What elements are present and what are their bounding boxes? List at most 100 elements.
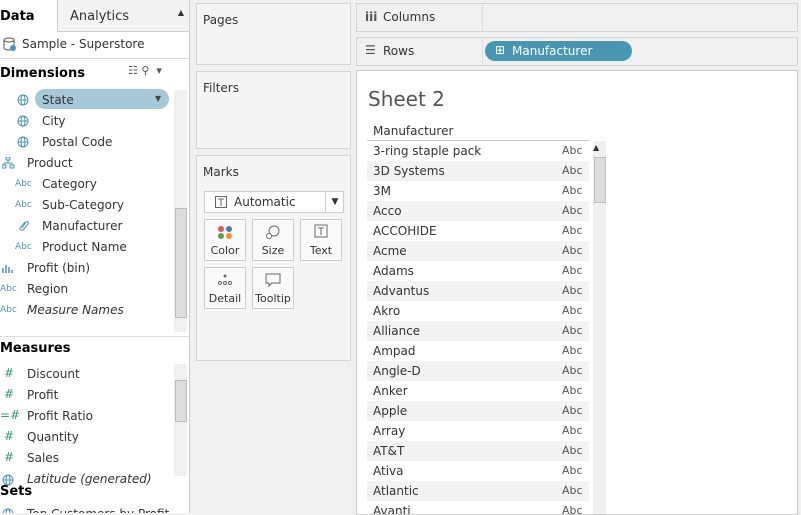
dimension-field[interactable]: City bbox=[0, 111, 172, 131]
shelf-icon: iii bbox=[365, 10, 378, 24]
rows-shelf[interactable]: ☰ Rows ⊞ Manufacturer bbox=[356, 37, 798, 66]
divider bbox=[0, 336, 189, 337]
tab-label: Data bbox=[0, 9, 35, 24]
dimension-field[interactable]: Product bbox=[0, 153, 172, 173]
column-header: Manufacturer bbox=[373, 124, 454, 138]
dimension-field[interactable]: Postal Code bbox=[0, 132, 172, 152]
dimension-field[interactable]: Abc Region bbox=[0, 279, 172, 299]
measure-field[interactable]: # Quantity bbox=[0, 427, 172, 447]
row-pill[interactable]: ⊞ Manufacturer bbox=[485, 41, 632, 61]
row-header: Advantus bbox=[373, 284, 430, 298]
field-label: Category bbox=[42, 177, 97, 191]
divider bbox=[482, 38, 483, 65]
mark-button[interactable]: Text bbox=[300, 219, 342, 261]
mark-button[interactable]: Size bbox=[252, 219, 294, 261]
scroll-thumb[interactable] bbox=[594, 157, 606, 203]
field-label: Profit (bin) bbox=[27, 261, 91, 275]
dimension-field[interactable]: Profit (bin) bbox=[0, 258, 172, 278]
row-header: ACCOHIDE bbox=[373, 224, 437, 238]
field-label: Discount bbox=[27, 367, 80, 381]
scroll-thumb[interactable] bbox=[175, 208, 187, 318]
field-icon bbox=[17, 115, 29, 127]
cell-text: Abc bbox=[562, 464, 583, 477]
scrollbar[interactable] bbox=[174, 364, 187, 476]
divider bbox=[0, 58, 189, 59]
datasource-icon bbox=[3, 37, 16, 51]
measure-field[interactable]: =# Profit Ratio bbox=[0, 406, 172, 426]
mark-button[interactable]: Tooltip bbox=[252, 267, 294, 309]
cell-text: Abc bbox=[562, 484, 583, 497]
field-icon bbox=[19, 221, 29, 231]
section-title: Dimensions bbox=[0, 66, 85, 81]
button-label: Size bbox=[261, 244, 285, 257]
field-icon bbox=[2, 508, 14, 513]
marks-card: Marks Automatic ▼ Color Size Text Detail Too… bbox=[196, 155, 351, 361]
table-row: Acco Abc bbox=[367, 201, 589, 221]
measure-field[interactable]: Latitude (generated) bbox=[0, 469, 172, 489]
row-header: Atlantic bbox=[373, 484, 419, 498]
shelf-title: Rows bbox=[383, 44, 415, 58]
field-label: Quantity bbox=[27, 430, 79, 444]
table-row: Anker Abc bbox=[367, 381, 589, 401]
header-rule bbox=[367, 140, 589, 141]
dimension-field[interactable]: Abc Category bbox=[0, 174, 172, 194]
table-row: Ativa Abc bbox=[367, 461, 589, 481]
dimension-field[interactable]: Abc Measure Names bbox=[0, 300, 172, 320]
row-header: Acco bbox=[373, 204, 402, 218]
scrollbar[interactable] bbox=[174, 90, 187, 332]
field-label: Measure Names bbox=[27, 303, 124, 317]
scrollbar[interactable]: ▲ bbox=[593, 141, 606, 514]
card-title: Pages bbox=[203, 13, 239, 27]
row-header: Angle-D bbox=[373, 364, 421, 378]
columns-shelf[interactable]: iii Columns bbox=[356, 3, 798, 32]
data-tab[interactable]: Data bbox=[0, 0, 57, 33]
row-header: Avanti bbox=[373, 504, 411, 515]
button-icon bbox=[266, 225, 280, 239]
pages-card[interactable]: Pages bbox=[196, 3, 351, 65]
card-title: Filters bbox=[203, 81, 239, 95]
field-icon: Abc bbox=[0, 284, 17, 294]
field-icon bbox=[17, 136, 29, 148]
field-label: Manufacturer bbox=[42, 219, 123, 233]
field-icon: Abc bbox=[0, 305, 17, 315]
table-row: 3M Abc bbox=[367, 181, 589, 201]
mark-button[interactable]: Detail bbox=[204, 267, 246, 309]
field-icon bbox=[2, 474, 14, 486]
dimension-field[interactable]: Manufacturer bbox=[0, 216, 172, 236]
cell-text: Abc bbox=[562, 244, 583, 257]
scroll-thumb[interactable] bbox=[175, 380, 187, 422]
view-icons[interactable]: ☷ ⚲ ▾ bbox=[128, 64, 162, 77]
shelf-icon: ☰ bbox=[365, 43, 376, 57]
mark-button[interactable]: Color bbox=[204, 219, 246, 261]
cell-text: Abc bbox=[562, 344, 583, 357]
filters-card[interactable]: Filters bbox=[196, 71, 351, 149]
dimension-field[interactable]: State ▼ bbox=[0, 89, 172, 110]
measure-field[interactable]: # Discount bbox=[0, 364, 172, 384]
field-label: Top Customers by Profit bbox=[27, 507, 169, 513]
field-label: Postal Code bbox=[42, 135, 113, 149]
measure-field[interactable]: # Profit bbox=[0, 385, 172, 405]
table-row: Avanti Abc bbox=[367, 501, 589, 515]
button-icon bbox=[218, 226, 232, 239]
section-title: Measures bbox=[0, 341, 71, 356]
dropdown-arrow: ▼ bbox=[325, 192, 344, 212]
measure-field[interactable]: # Sales bbox=[0, 448, 172, 468]
dimension-field[interactable]: Abc Sub-Category bbox=[0, 195, 172, 215]
cell-text: Abc bbox=[562, 284, 583, 297]
cell-text: Abc bbox=[562, 304, 583, 317]
cell-text: Abc bbox=[562, 204, 583, 217]
field-label: Region bbox=[27, 282, 69, 296]
button-label: Tooltip bbox=[255, 292, 291, 305]
scroll-up[interactable]: ▲ bbox=[593, 143, 600, 152]
field-label: Latitude (generated) bbox=[27, 472, 152, 486]
divider bbox=[482, 4, 483, 31]
text-icon bbox=[215, 196, 227, 208]
field-label: Sales bbox=[27, 451, 59, 465]
table-row: Atlantic Abc bbox=[367, 481, 589, 501]
dimension-field[interactable]: Abc Product Name bbox=[0, 237, 172, 257]
mark-type-dropdown[interactable]: Automatic ▼ bbox=[204, 191, 344, 213]
pill-label: Manufacturer bbox=[512, 44, 593, 58]
view-area: Sheet 2 Manufacturer ▲ 3-ring staple pac… bbox=[356, 70, 798, 515]
analytics-tab[interactable]: Analytics ▲ bbox=[57, 0, 189, 32]
